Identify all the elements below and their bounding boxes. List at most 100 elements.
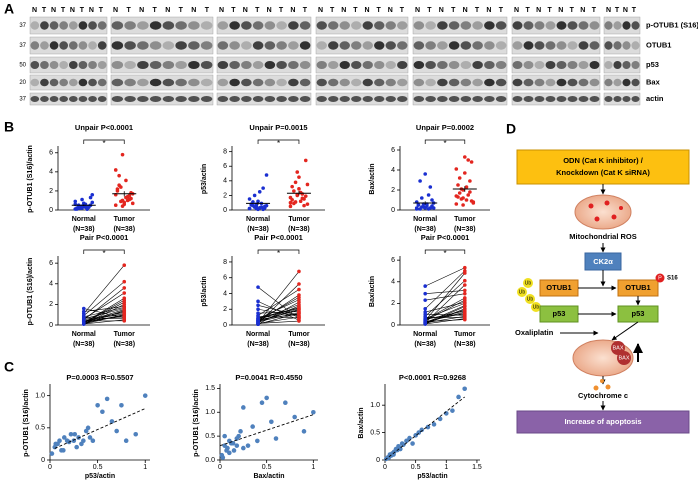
blot-strip (110, 56, 214, 74)
data-point (416, 203, 421, 207)
data-point (425, 424, 431, 430)
blot-band (299, 78, 311, 87)
data-point (463, 315, 467, 320)
data-point (293, 200, 298, 204)
blot-band (460, 96, 472, 102)
data-point (113, 168, 118, 172)
y-axis-label: Bax/actin (369, 163, 376, 194)
data-point (463, 298, 467, 302)
mitochondrion (574, 194, 632, 230)
significance-bracket (424, 249, 466, 254)
blot-strip (315, 92, 409, 106)
data-point (90, 192, 95, 197)
blot-band (631, 78, 640, 87)
blot-band (578, 21, 589, 30)
data-point (123, 438, 129, 443)
blot-band (437, 61, 448, 69)
blot-band (229, 61, 240, 69)
blot-band (188, 96, 200, 102)
pair-line (424, 284, 466, 324)
blot-band (88, 96, 97, 102)
data-point (297, 295, 301, 300)
blot-strip (603, 74, 641, 91)
blot-strip (603, 92, 641, 106)
blot-band (264, 78, 276, 87)
pair-line (83, 299, 125, 324)
protein-label: actin (646, 94, 664, 103)
blot-strip (110, 92, 214, 106)
y-tick-label: 0.5 (370, 429, 380, 436)
blot-band (374, 78, 385, 87)
blot-band (413, 61, 425, 69)
blot-band (149, 61, 162, 69)
blot-band (448, 41, 460, 50)
data-point (459, 197, 464, 201)
data-point (61, 435, 67, 440)
blot-band (622, 78, 631, 87)
y-tick-label: 4 (49, 169, 53, 176)
blot-band (448, 61, 460, 69)
data-point (464, 185, 469, 189)
data-point (456, 394, 461, 400)
data-point (249, 203, 254, 207)
blot-strip (412, 92, 508, 106)
blot-band (613, 96, 622, 102)
blot-band (59, 96, 69, 102)
data-point (256, 303, 260, 308)
x-tick-label: 0.5 (93, 464, 103, 471)
pair-line (257, 271, 300, 323)
blot-band (162, 21, 175, 30)
mw-marker: 37 (19, 43, 26, 49)
blot-band (200, 78, 213, 87)
x-tick-label: 0 (48, 464, 52, 471)
blot-band (188, 61, 200, 69)
data-point (311, 409, 316, 415)
blot-band (495, 61, 507, 69)
data-point (122, 312, 127, 317)
data-point (114, 428, 119, 434)
blot-strip (29, 56, 108, 74)
blot-band (472, 41, 483, 50)
blot-band (149, 78, 162, 87)
pair-line (425, 305, 465, 324)
blot-band (484, 96, 495, 102)
blot-band (200, 41, 213, 50)
blot-band (534, 96, 545, 102)
data-point (256, 285, 260, 289)
blot-strip (603, 56, 641, 74)
blot-band (604, 61, 613, 69)
x-tick-label: 1 (444, 464, 448, 471)
y-tick-label: 4 (49, 281, 53, 288)
blot-band (512, 78, 523, 87)
blot-band (484, 78, 495, 87)
blot-band (545, 78, 556, 87)
data-point (454, 194, 459, 198)
blot-band (241, 61, 252, 69)
data-point (264, 395, 269, 401)
blot-band (437, 21, 448, 30)
blot-strip (511, 74, 601, 91)
blot-band (351, 61, 362, 69)
blot-band (252, 61, 264, 69)
blot-band (385, 96, 396, 102)
data-point (234, 443, 240, 448)
blot-band (299, 21, 311, 30)
data-point (423, 316, 428, 321)
blot-band (589, 21, 600, 30)
y-tick-label: 2 (391, 187, 395, 194)
blot-band (351, 41, 362, 50)
y-tick-label: 6 (223, 163, 227, 170)
blot-band (40, 21, 49, 30)
blot-band (40, 78, 49, 87)
blot-band (188, 78, 200, 87)
significance-bracket (83, 139, 125, 144)
data-point (241, 445, 246, 451)
pair-line (83, 287, 125, 321)
blot-band (339, 96, 350, 102)
outcome-box (516, 410, 690, 434)
data-point (236, 433, 241, 439)
blot-band (111, 78, 124, 87)
blot-band (241, 41, 252, 50)
lane-labels: N T N T N T N T (219, 7, 308, 14)
